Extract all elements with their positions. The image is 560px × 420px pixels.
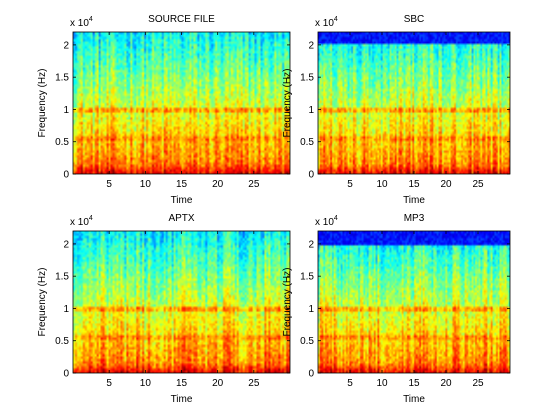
x-tick-label-1-4: 25 [248,179,260,190]
x-tick-label-3-0: 5 [106,378,112,389]
x-axis-label-3: Time [171,394,193,405]
x-tick-label-2-4: 25 [472,179,484,190]
chart-2: SBC 5 10 15 20 25 0 0.5 1 1.5 2x 104 Time Frequency … [282,14,511,206]
y-exponent-label-1: x 104 [70,16,93,29]
chart-title-1: SOURCE FILE [148,14,215,25]
y-exponent-base-4: x 10 [315,217,334,228]
x-tick-label-4-0: 5 [347,378,353,389]
x-tick-label-4-4: 25 [472,378,484,389]
y-tick-label-4-4: 2 [308,239,314,250]
chart-title-4: MP3 [404,213,425,224]
y-tick-label-4-2: 1 [308,304,314,315]
y-tick-label-1-4: 2 [63,40,69,51]
x-axis-label-1: Time [171,195,193,206]
y-tick-label-2-3: 1.5 [300,73,314,84]
x-tick-label-3-4: 25 [248,378,260,389]
y-tick-label-4-1: 0.5 [300,336,314,347]
x-tick-label-2-1: 10 [376,179,388,190]
y-tick-label-2-4: 2 [308,40,314,51]
spectrogram-image-2 [318,32,510,174]
y-exponent-base-3: x 10 [70,217,89,228]
x-tick-label-3-2: 15 [176,378,188,389]
y-tick-label-2-0: 0 [308,170,314,181]
y-tick-label-1-1: 0.5 [55,137,69,148]
y-tick-label-4-0: 0 [308,369,314,380]
x-tick-label-3-1: 10 [140,378,152,389]
x-tick-label-2-0: 5 [347,179,353,190]
y-axis-label-3: Frequency (Hz) [37,268,48,337]
x-tick-label-3-3: 20 [212,378,224,389]
chart-title-2: SBC [404,14,425,25]
x-tick-label-1-3: 20 [212,179,224,190]
y-axis-label-1: Frequency (Hz) [37,69,48,138]
y-exponent-label-4: x 104 [315,215,338,228]
y-exponent-power-1: 4 [89,16,93,23]
y-tick-label-2-1: 0.5 [300,137,314,148]
x-tick-label-1-2: 15 [176,179,188,190]
y-tick-label-4-3: 1.5 [300,272,314,283]
spectrogram-image-4 [318,231,510,373]
y-exponent-power-2: 4 [334,16,338,23]
y-tick-label-3-0: 0 [63,369,69,380]
y-tick-label-1-0: 0 [63,170,69,181]
y-tick-label-3-2: 1 [63,304,69,315]
y-exponent-power-3: 4 [89,215,93,222]
y-tick-label-3-3: 1.5 [55,272,69,283]
spectrogram-image-3 [73,231,290,373]
x-axis-label-4: Time [403,394,425,405]
chart-3: APTX 5 10 15 20 25 0 0.5 1 1.5 2x 104 Time Frequency… [37,213,291,405]
y-axis-label-4: Frequency (Hz) [282,268,293,337]
x-tick-label-1-0: 5 [106,179,112,190]
y-exponent-label-3: x 104 [70,215,93,228]
chart-1: SOURCE FILE 5 10 15 20 25 0 0.5 1 1.5 2x 104 Time Fr… [37,14,291,206]
x-tick-label-4-3: 20 [440,378,452,389]
y-exponent-label-2: x 104 [315,16,338,29]
x-tick-label-1-1: 10 [140,179,152,190]
y-tick-label-1-3: 1.5 [55,73,69,84]
y-tick-label-3-1: 0.5 [55,336,69,347]
chart-title-3: APTX [168,213,194,224]
y-tick-label-2-2: 1 [308,105,314,116]
y-tick-label-1-2: 1 [63,105,69,116]
x-tick-label-4-2: 15 [408,378,420,389]
x-tick-label-4-1: 10 [376,378,388,389]
y-tick-label-3-4: 2 [63,239,69,250]
x-tick-label-2-3: 20 [440,179,452,190]
y-axis-label-2: Frequency (Hz) [282,69,293,138]
x-tick-label-2-2: 15 [408,179,420,190]
y-exponent-base-1: x 10 [70,18,89,29]
x-axis-label-2: Time [403,195,425,206]
y-exponent-base-2: x 10 [315,18,334,29]
spectrogram-image-1 [73,32,290,174]
chart-4: MP3 5 10 15 20 25 0 0.5 1 1.5 2x 104 Time Frequency … [282,213,511,405]
y-exponent-power-4: 4 [334,215,338,222]
